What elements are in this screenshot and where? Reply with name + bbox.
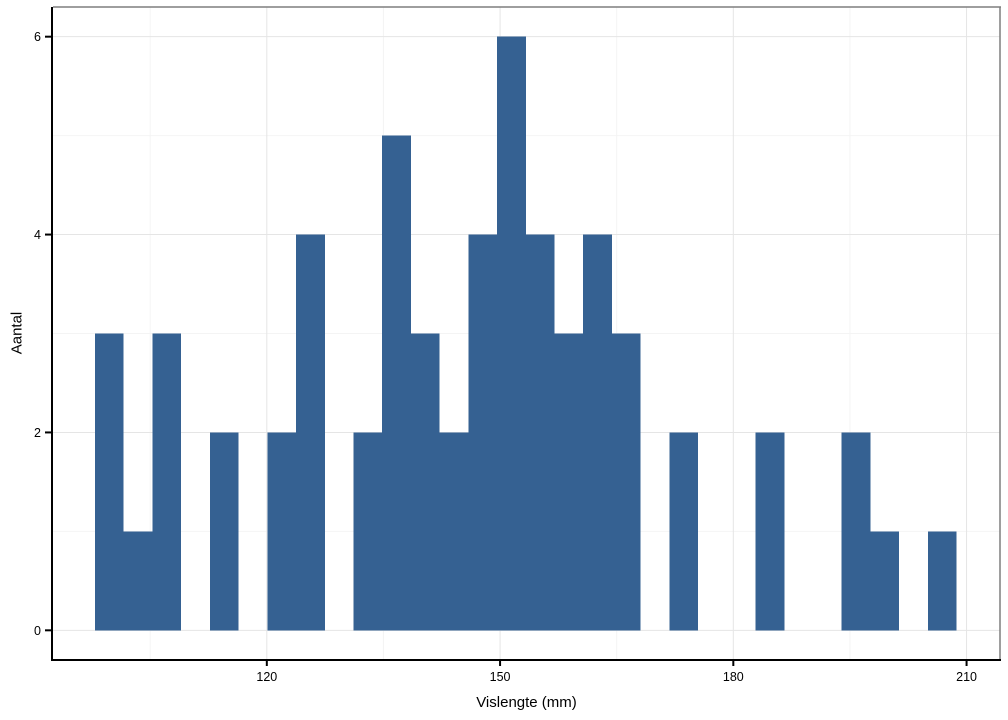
histogram-bar	[525, 234, 555, 631]
histogram-bar	[267, 432, 297, 631]
histogram-bar	[497, 36, 526, 631]
histogram-bar	[870, 531, 900, 631]
histogram-bar	[669, 432, 699, 631]
x-axis-title: Vislengte (mm)	[476, 694, 577, 711]
y-axis-title: Aantal	[8, 311, 26, 355]
histogram-bar	[439, 432, 469, 631]
histogram-bar	[152, 333, 182, 631]
histogram-bar	[554, 333, 584, 631]
histogram-bar	[841, 432, 871, 631]
y-tick-label: 6	[34, 30, 41, 44]
histogram-bar	[296, 234, 325, 631]
x-tick-label: 120	[256, 670, 277, 684]
histogram-bar	[927, 531, 957, 631]
histogram-bar	[382, 135, 411, 631]
x-tick-label: 150	[490, 670, 511, 684]
y-tick-label: 4	[34, 228, 41, 242]
x-tick-label: 180	[723, 670, 744, 684]
y-tick-label: 0	[34, 624, 41, 638]
histogram-bar	[583, 234, 612, 631]
histogram-bar	[123, 531, 153, 631]
x-tick-label: 210	[956, 670, 977, 684]
histogram-bar	[611, 333, 641, 631]
histogram-bar	[468, 234, 498, 631]
y-tick-label: 2	[34, 426, 41, 440]
histogram-bar	[209, 432, 239, 631]
histogram-bar	[755, 432, 785, 631]
histogram-bar	[94, 333, 124, 631]
histogram-bar	[410, 333, 440, 631]
histogram-bar	[353, 432, 383, 631]
